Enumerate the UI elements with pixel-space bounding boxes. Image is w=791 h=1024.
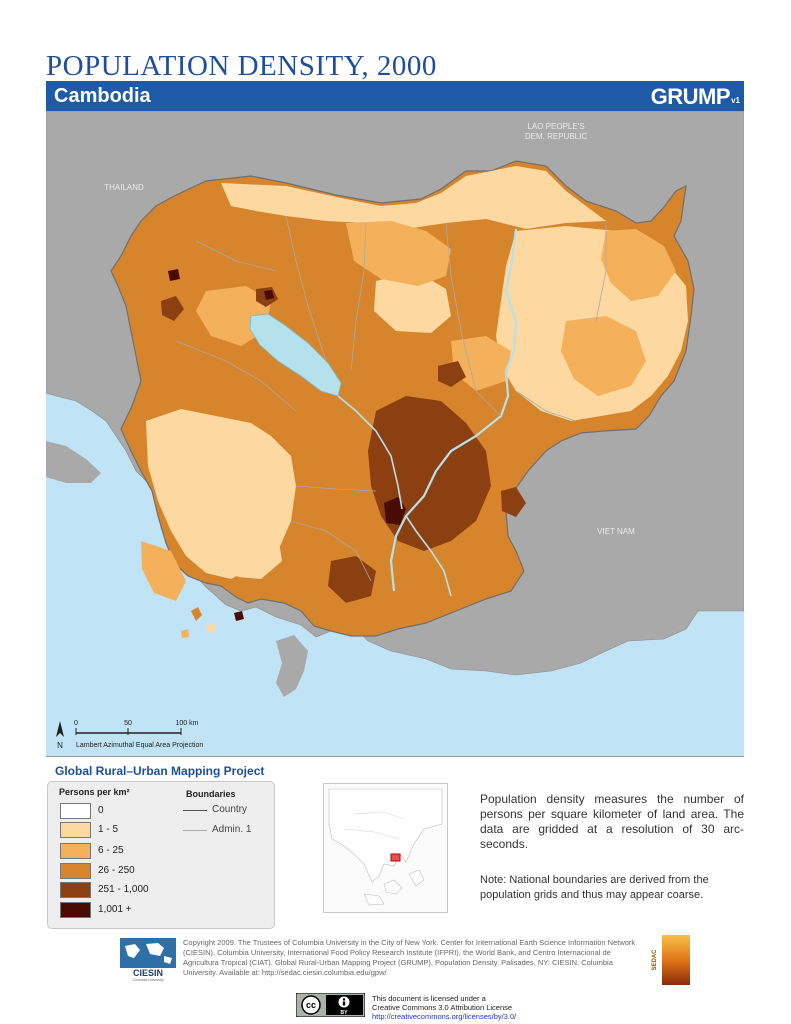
cc-icon <box>301 995 321 1015</box>
admin1-boundaries <box>175 215 607 582</box>
scale-bar: 0 50 100 km Lambert Azimuthal Equal Area… <box>74 720 203 749</box>
label-laos-line2: DEM. REPUBLIC <box>525 132 587 141</box>
label-vietnam: VIET NAM <box>597 527 635 536</box>
island-small-3 <box>181 629 189 638</box>
mekong-river <box>389 228 518 592</box>
legend-line-country <box>183 810 207 811</box>
density-zone-medium-b <box>601 229 676 301</box>
map-title: POPULATION DENSITY, 2000 <box>46 50 437 82</box>
cc-text: cc <box>306 1000 316 1010</box>
legend-label-1-5: 1 - 5 <box>98 824 119 835</box>
title-banner: Cambodia GRUMP v1 <box>46 81 744 111</box>
legend-swatch-1001-plus <box>60 902 91 918</box>
density-zone-very-dense-siem-reap <box>264 290 274 300</box>
copyright-text: Copyright 2009. The Trustees of Columbia… <box>183 938 636 977</box>
label-laos-line1: LAO PEOPLE'S <box>527 122 584 131</box>
density-zone-dense-west <box>161 296 184 321</box>
north-arrow: N <box>56 721 64 750</box>
island <box>276 635 308 697</box>
legend-label-26-250: 26 - 250 <box>98 865 135 876</box>
legend-label-admin1: Admin. 1 <box>212 824 252 835</box>
legend-label-0: 0 <box>98 805 104 816</box>
density-legend-header: Persons per km² <box>59 787 130 797</box>
label-thailand: THAILAND <box>104 183 144 192</box>
ciesin-logo: CIESIN Columbia University <box>120 938 176 982</box>
projection-label: Lambert Azimuthal Equal Area Projection <box>76 742 203 749</box>
legend-line-admin1 <box>183 830 207 831</box>
gulf-coast-land <box>46 441 101 483</box>
license-text: This document is licensed under a Creati… <box>372 994 516 1021</box>
legend-swatch-1-5 <box>60 822 91 838</box>
sedac-label: SEDAC <box>652 949 658 971</box>
locator-inset-map <box>323 783 448 913</box>
grump-version: v1 <box>731 96 740 105</box>
population-density-map: THAILAND LAO PEOPLE'S DEM. REPUBLIC VIET… <box>46 111 744 757</box>
boundaries-note: Note: National boundaries are derived fr… <box>480 874 709 901</box>
scale-tick-50: 50 <box>124 720 132 727</box>
island-small-2 <box>206 623 216 633</box>
legend-label-1001-plus: 1,001 + <box>98 904 132 915</box>
tonle-sap-river <box>337 395 403 510</box>
density-zone-sparse-north <box>221 166 606 229</box>
legend: Persons per km² Boundaries 0 1 - 5 6 - 2… <box>47 781 275 929</box>
density-zone-dense-east <box>501 487 526 517</box>
locator-highlight <box>390 853 401 862</box>
project-name: Global Rural–Urban Mapping Project <box>55 764 265 778</box>
license-line1: This document is licensed under a <box>372 994 486 1003</box>
scale-tick-100: 100 km <box>176 720 199 727</box>
legend-label-country: Country <box>212 804 248 815</box>
north-label: N <box>57 741 63 750</box>
legend-label-251-1000: 251 - 1,000 <box>98 884 149 895</box>
country-name: Cambodia <box>54 85 151 107</box>
bassac-river <box>405 515 452 597</box>
island-small-1 <box>191 607 202 621</box>
license-line2: Creative Commons 3.0 Attribution License <box>372 1003 513 1012</box>
density-zone-very-dense-sihanoukville <box>234 611 244 621</box>
density-zone-dense-mid <box>438 361 466 387</box>
scale-tick-0: 0 <box>74 720 78 727</box>
ciesin-label: CIESIN <box>133 968 163 978</box>
legend-swatch-6-25 <box>60 843 91 859</box>
legend-swatch-26-250 <box>60 863 91 879</box>
density-zone-very-dense-battambang <box>168 269 180 281</box>
density-zone-medium-e <box>141 541 186 601</box>
grump-logo: GRUMP <box>650 84 731 109</box>
legend-label-6-25: 6 - 25 <box>98 845 124 856</box>
density-zone-medium-c <box>561 316 646 396</box>
description-text: Population density measures the number o… <box>480 792 744 851</box>
boundaries-legend-header: Boundaries <box>186 789 236 799</box>
legend-swatch-0 <box>60 803 91 819</box>
creative-commons-badge: cc BY <box>296 993 365 1017</box>
ciesin-sub: Columbia University <box>132 978 163 982</box>
legend-swatch-251-1000 <box>60 882 91 898</box>
sedac-logo: SEDAC <box>652 935 690 985</box>
license-url-link[interactable]: http://creativecommons.org/licenses/by/3… <box>372 1012 517 1021</box>
density-zone-medium-a <box>346 221 451 286</box>
density-zone-sparse-west2 <box>226 523 282 579</box>
cc-by-text: BY <box>341 1010 349 1016</box>
density-zone-sparse-center <box>374 271 451 333</box>
